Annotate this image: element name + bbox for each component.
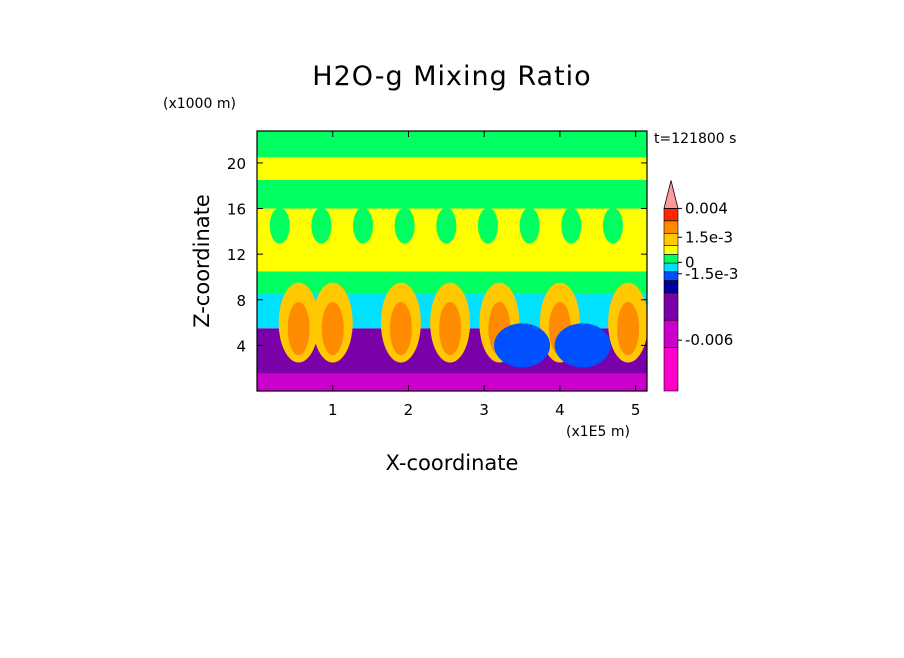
- colorbar-swatch-0: [663, 347, 679, 392]
- colorbar-label-3: -1.5e-3: [685, 265, 738, 283]
- plume-core-0: [287, 301, 310, 356]
- colorbar-swatch-7: [663, 245, 679, 255]
- colorbar-extension: [663, 180, 679, 209]
- x-tick-label: 3: [479, 401, 489, 419]
- colorbar-swatch-6: [663, 254, 679, 264]
- wisp-4: [436, 207, 457, 244]
- colorbar-label-1: 1.5e-3: [685, 228, 733, 246]
- field-band-7: [257, 131, 647, 158]
- y-tick-label: 4: [236, 337, 246, 355]
- colorbar-label-4: -0.006: [685, 331, 733, 349]
- colorbar-swatch-8: [663, 232, 679, 246]
- colorbar-label-2: 0: [685, 253, 695, 271]
- wisp-7: [561, 207, 582, 244]
- chart-title: H2O-g Mixing Ratio: [312, 61, 591, 92]
- colorbar-swatch-9: [663, 220, 679, 234]
- dry-cell-1: [554, 323, 611, 368]
- dry-cell-0: [494, 323, 551, 368]
- plume-core-1: [321, 301, 344, 356]
- field-band-3: [257, 271, 647, 295]
- wisp-6: [519, 207, 540, 244]
- wisp-1: [311, 207, 332, 244]
- x-axis-title: X-coordinate: [386, 451, 519, 475]
- plot-frame: [256, 130, 648, 392]
- y-tick-label: 12: [227, 246, 246, 264]
- y-tick-label: 16: [227, 201, 246, 219]
- colorbar-swatch-5: [663, 262, 679, 273]
- wisp-3: [394, 207, 415, 244]
- wisp-2: [353, 207, 374, 244]
- plume-core-2: [389, 301, 412, 356]
- field-group: [257, 131, 647, 391]
- x-unit-label: (x1E5 m): [566, 424, 630, 440]
- y-tick-label: 20: [227, 155, 246, 173]
- plume-core-6: [617, 301, 640, 356]
- y-axis-title: Z-coordinate: [190, 194, 214, 328]
- colorbar-swatch-1: [663, 319, 679, 348]
- colorbar-swatch-10: [663, 208, 679, 222]
- x-tick-label: 2: [404, 401, 414, 419]
- y-tick-label: 8: [236, 292, 246, 310]
- field-band-6: [257, 157, 647, 181]
- colorbar-swatch-2: [663, 292, 679, 321]
- y-axis: 4 8 12 16 20: [227, 155, 647, 355]
- time-label: t=121800 s: [654, 131, 736, 147]
- wisp-5: [477, 207, 498, 244]
- field-band-0: [257, 373, 647, 391]
- colorbar-swatch-4: [663, 271, 679, 281]
- y-unit-label: (x1000 m): [163, 96, 236, 112]
- colorbar-label-0: 0.004: [685, 199, 728, 217]
- plot-area: [257, 131, 647, 391]
- field-band-5: [257, 180, 647, 209]
- wisp-0: [269, 207, 290, 244]
- x-tick-label: 4: [555, 401, 565, 419]
- x-tick-label: 5: [631, 401, 641, 419]
- x-axis: 1 2 3 4 5: [328, 131, 640, 419]
- plume-core-3: [439, 301, 462, 356]
- wisp-8: [602, 207, 623, 244]
- colorbar-swatch-3: [663, 280, 679, 294]
- colorbar: 0.004 1.5e-3 0-1.5e-3 -0.006: [663, 180, 738, 392]
- x-tick-label: 1: [328, 401, 338, 419]
